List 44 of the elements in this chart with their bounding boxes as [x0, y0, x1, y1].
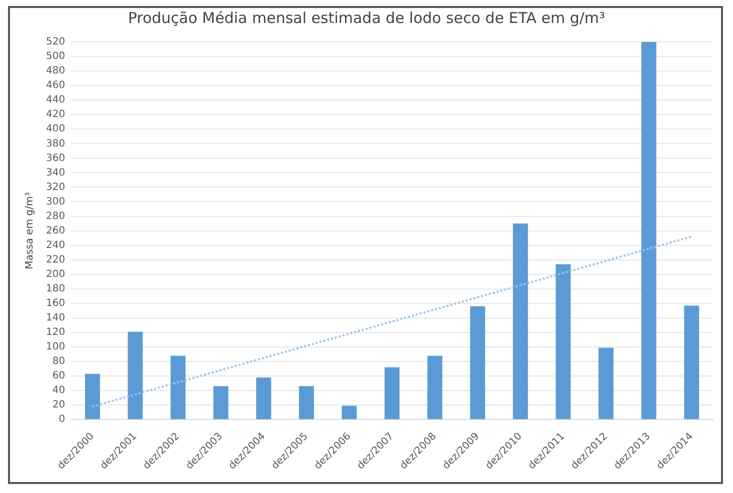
y-tick-label: 400 — [46, 124, 66, 135]
y-tick-label: 40 — [52, 385, 66, 396]
y-axis-title: Massa em g/m³ — [24, 192, 36, 270]
bar — [384, 367, 400, 420]
y-tick-label: 280 — [46, 210, 66, 222]
y-tick-label: 240 — [46, 240, 66, 251]
bar — [556, 264, 571, 420]
y-tick-label: 320 — [46, 182, 66, 193]
y-tick-label: 460 — [46, 80, 66, 92]
y-tick-label: 380 — [46, 138, 66, 150]
y-tick-label: 80 — [52, 356, 66, 368]
y-tick-label: 500 — [46, 51, 66, 62]
bar — [256, 377, 272, 420]
y-tick-label: 360 — [46, 152, 66, 164]
y-tick-label: 140 — [46, 312, 66, 324]
bar — [641, 42, 656, 420]
y-tick-label: 160 — [46, 298, 66, 309]
y-tick-label: 0 — [58, 414, 66, 426]
bar — [84, 374, 100, 420]
bar — [298, 386, 314, 420]
y-tick-label: 200 — [46, 268, 66, 280]
y-tick-label: 300 — [46, 196, 66, 208]
bar — [470, 306, 486, 420]
y-tick-label: 440 — [46, 94, 66, 106]
y-tick-label: 520 — [46, 36, 66, 48]
y-tick-label: 340 — [46, 167, 66, 178]
bar — [213, 386, 228, 420]
bar — [342, 406, 357, 420]
y-tick-label: 480 — [46, 66, 66, 77]
y-tick-label: 180 — [46, 283, 66, 294]
bar — [512, 224, 528, 420]
chart-title: Produção Média mensal estimada de lodo seco de ETA em g/m³ — [128, 8, 606, 27]
bar — [128, 332, 143, 420]
y-tick-label: 120 — [46, 327, 66, 338]
bar — [427, 356, 442, 420]
y-tick-label: 100 — [46, 342, 66, 353]
bar — [598, 348, 614, 420]
y-tick-label: 20 — [52, 400, 66, 411]
bar — [684, 306, 700, 420]
y-tick-label: 220 — [46, 254, 66, 266]
y-tick-label: 420 — [46, 109, 66, 120]
y-tick-label: 60 — [52, 370, 66, 382]
y-tick-label: 260 — [46, 225, 66, 236]
bar — [170, 356, 186, 420]
